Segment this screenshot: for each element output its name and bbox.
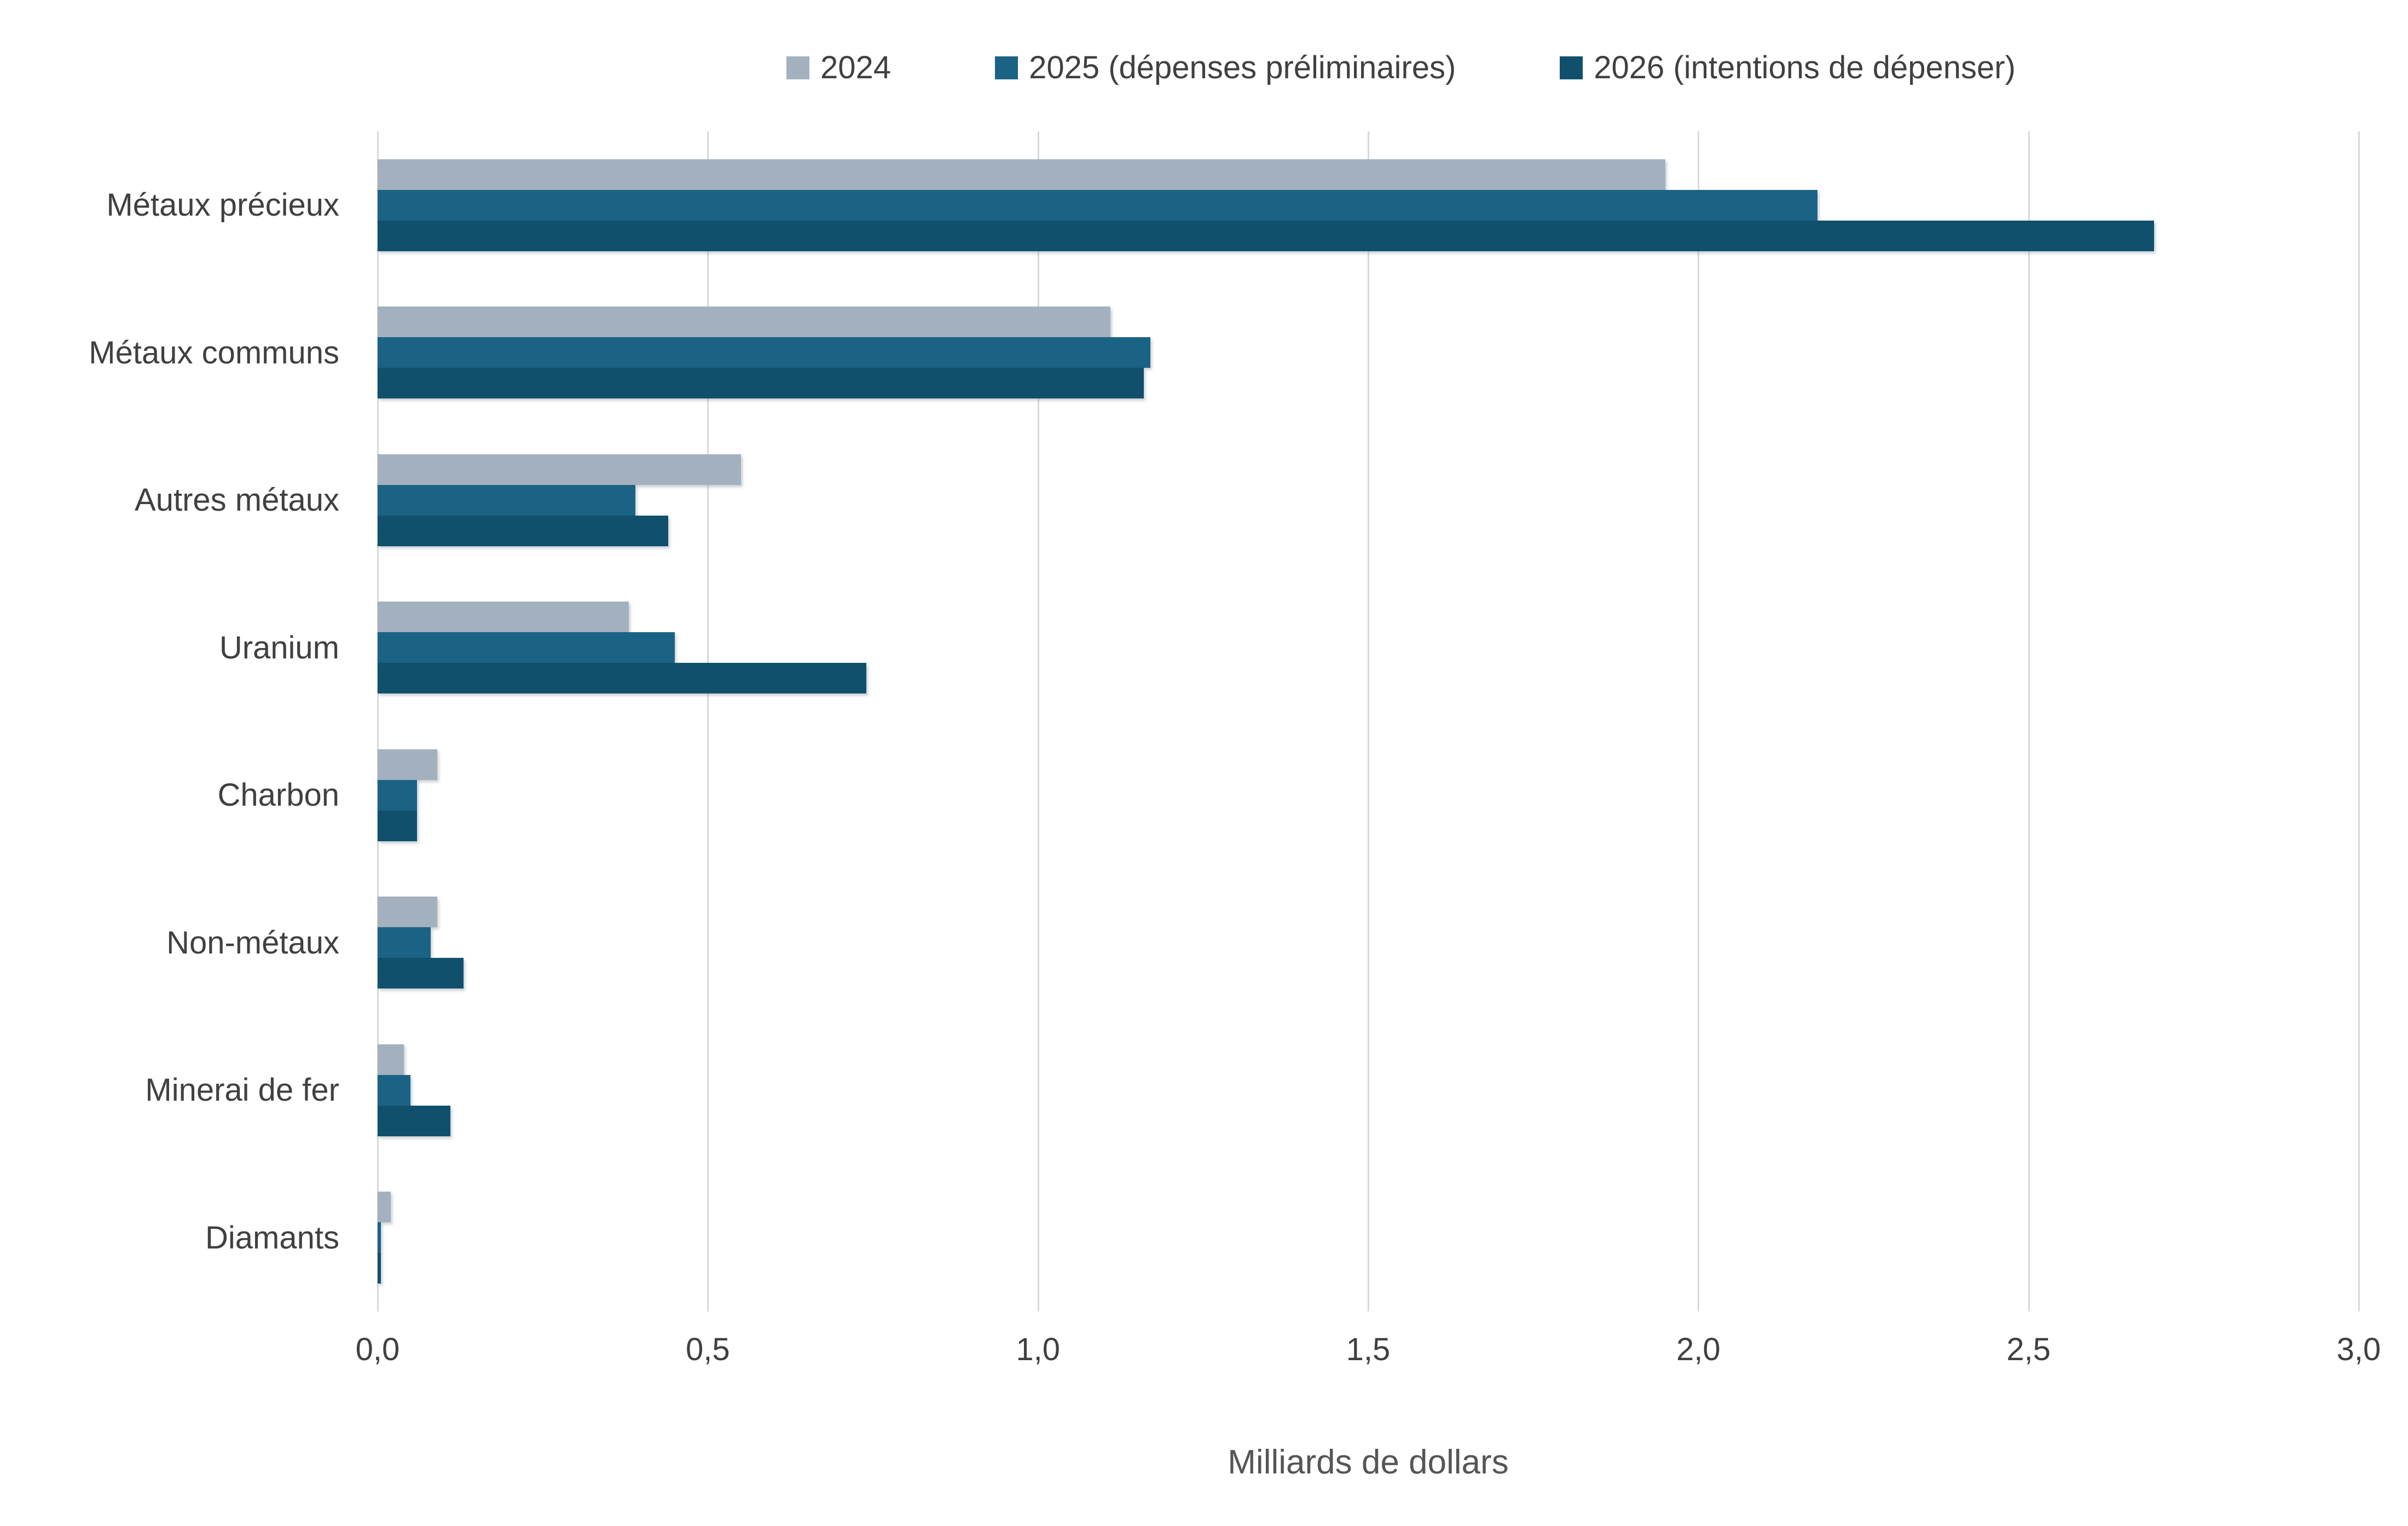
x-tick-label: 2,5 — [2006, 1332, 2051, 1367]
x-tick-label: 2,0 — [1676, 1332, 1721, 1367]
legend-item: 2026 (intentions de dépenser) — [1560, 52, 2016, 84]
x-axis-title: Milliards de dollars — [1228, 1443, 1509, 1481]
bar — [378, 307, 1111, 338]
category-axis: Métaux précieux Métaux communs Autres méta… — [0, 131, 350, 1311]
x-tick-label: 1,5 — [1346, 1332, 1391, 1367]
bar — [378, 454, 741, 485]
bar-group-6 — [378, 869, 2359, 1017]
bar — [378, 897, 437, 928]
bar — [378, 220, 2154, 251]
gridline — [2358, 131, 2360, 1311]
category-label: Minerai de fer — [145, 1072, 339, 1108]
category-label: Métaux précieux — [106, 187, 339, 223]
bar — [378, 337, 1150, 368]
category-label: Diamants — [205, 1219, 339, 1256]
x-tick-label: 3,0 — [2336, 1332, 2381, 1367]
x-tick-label: 1,0 — [1016, 1332, 1060, 1367]
bar — [378, 958, 464, 989]
bar — [378, 810, 418, 841]
bar-group-7 — [378, 1016, 2359, 1164]
y-axis-line — [377, 131, 379, 1311]
bar — [378, 602, 629, 633]
bar — [378, 1222, 381, 1253]
legend-item: 2024 — [786, 52, 891, 84]
bar — [378, 515, 668, 546]
bar — [378, 1105, 450, 1136]
bar-group-2 — [378, 279, 2359, 427]
x-axis-ticks: 0,0 0,5 1,0 1,5 2,0 2,5 3,0 — [356, 1331, 2381, 1369]
legend-label: 2025 (dépenses préliminaires) — [1029, 50, 1456, 85]
legend-swatch-icon — [1560, 56, 1583, 79]
bar-group-3 — [378, 426, 2359, 574]
bar-group-8 — [378, 1164, 2359, 1312]
x-tick-label: 0,5 — [686, 1332, 730, 1367]
bar — [378, 927, 431, 958]
x-tick-label: 0,0 — [355, 1332, 400, 1367]
bar — [378, 1192, 391, 1223]
category-label: Non-métaux — [166, 924, 339, 961]
gridline — [1037, 131, 1039, 1311]
legend-swatch-icon — [786, 56, 810, 79]
category-label: Charbon — [217, 777, 339, 813]
bar — [378, 1074, 411, 1106]
bar — [378, 189, 1817, 221]
gridline — [1368, 131, 1369, 1311]
bar — [378, 484, 635, 516]
bar — [378, 1253, 381, 1284]
legend-swatch-icon — [995, 56, 1018, 79]
legend-label: 2026 (intentions de dépenser) — [1594, 50, 2016, 85]
legend-item: 2025 (dépenses préliminaires) — [995, 52, 1456, 84]
gridline — [1698, 131, 1700, 1311]
bar-group-5 — [378, 721, 2359, 869]
bar-group-1 — [378, 131, 2359, 279]
category-label: Métaux communs — [89, 334, 339, 371]
bar — [378, 159, 1665, 190]
bar — [378, 779, 418, 811]
category-label: Autres métaux — [135, 482, 339, 518]
category-label: Uranium — [219, 629, 339, 666]
bar — [378, 1044, 404, 1075]
gridline — [707, 131, 709, 1311]
legend: 2024 2025 (dépenses préliminaires) 2026 (i… — [410, 46, 2392, 90]
bar — [378, 749, 437, 780]
gridline — [2028, 131, 2030, 1311]
bar-group-4 — [378, 574, 2359, 722]
legend-label: 2024 — [820, 50, 892, 85]
bar — [378, 663, 866, 694]
bar — [378, 368, 1144, 399]
bar — [378, 632, 675, 663]
plot-area — [377, 131, 2360, 1312]
